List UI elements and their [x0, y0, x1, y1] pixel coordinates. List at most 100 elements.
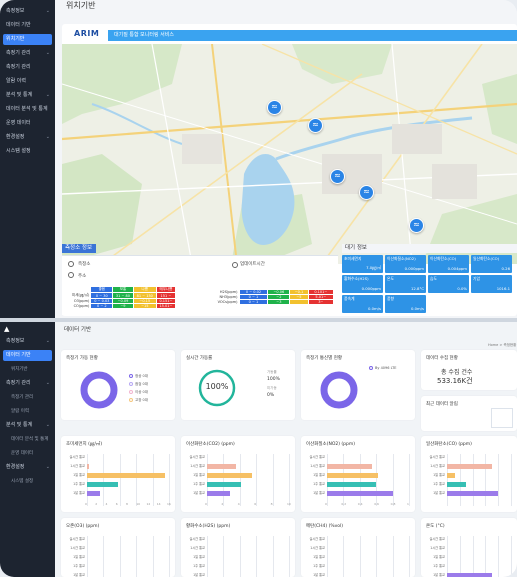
chart-bar[interactable] [447, 463, 492, 469]
map-canvas[interactable] [62, 44, 517, 264]
page-title: 위치기반 [66, 1, 96, 10]
sidebar-item[interactable]: 측정정보 ⌄ [3, 336, 52, 347]
chart-bar[interactable] [207, 490, 230, 496]
axis-tick-label: 14 [156, 502, 161, 506]
collection-heading: 총 수집 건수 [441, 369, 473, 376]
air-metric-box[interactable]: 이산화탄소(CO) 0.004ppm [428, 255, 469, 273]
chart-bar[interactable] [87, 472, 165, 478]
arim-logo[interactable]: ARIM [74, 29, 100, 38]
sidebar-item[interactable]: 시스템 설정 [3, 146, 52, 157]
sidebar-item-label: 알람 이력 [6, 78, 26, 84]
chart-bar[interactable] [207, 463, 236, 469]
gridline [119, 454, 121, 506]
category-label: 1주 통교 [313, 564, 325, 568]
station-marker[interactable]: ≈ [409, 218, 424, 233]
chart-bar[interactable] [447, 481, 467, 487]
gridline [223, 454, 224, 506]
chart-bar[interactable] [447, 572, 492, 577]
gridline [136, 536, 137, 577]
sidebar-item[interactable]: 위치기반 [3, 34, 52, 45]
sidebar-item[interactable]: 환경설정 ⌄ [3, 462, 52, 473]
category-label: 1일 통교 [313, 473, 325, 477]
axis-tick-label: 6 [115, 502, 118, 506]
chart-bar[interactable] [447, 490, 499, 496]
category-label: 실시간 통교 [309, 455, 325, 459]
air-metric-box[interactable]: 황화수소(H2S) 0.000ppm [342, 275, 383, 293]
gridline [511, 454, 512, 506]
chart-bar[interactable] [327, 490, 393, 496]
air-metric-label: 온도 [387, 276, 394, 281]
category-label: 실시간 통교 [429, 455, 445, 459]
chart-bar[interactable] [327, 463, 373, 469]
chart-bar[interactable] [207, 481, 242, 487]
sidebar-item-label: 측정기 관리 [6, 380, 31, 386]
chart-bar[interactable] [447, 472, 455, 478]
sidebar-item[interactable]: 분석 및 통계 ⌄ [3, 420, 52, 431]
gridline [207, 454, 208, 506]
air-metric-box[interactable]: 초미세먼지 7.0㎍/㎥ [342, 255, 383, 273]
air-metric-box[interactable]: 습도 0.0% [428, 275, 469, 293]
category-label: 1일 통교 [193, 473, 205, 477]
station-marker[interactable]: ≈ [330, 169, 345, 184]
panel-title: 측정기 통신별 현황 [306, 356, 342, 361]
sidebar-item[interactable]: 측정기 관리 ⌄ [3, 378, 52, 389]
axis-tick-label: 1 [407, 502, 409, 506]
gridline [498, 536, 499, 577]
station-marker[interactable]: ≈ [359, 185, 374, 200]
sidebar-item[interactable]: 측정기 관리 [3, 62, 52, 73]
air-metric-label: 황화수소(H2S) [344, 276, 369, 281]
air-metric-box[interactable]: 풍속계 0.0m/s [342, 295, 383, 313]
air-metric-box[interactable]: 풍향 0.0m/s [385, 295, 426, 313]
category-label: 1달 통교 [433, 491, 445, 495]
chart-bar[interactable] [327, 472, 378, 478]
sidebar-item-label: 분석 및 통계 [6, 92, 33, 98]
sidebar-item[interactable]: 데이터 기반 [3, 350, 52, 361]
sidebar-item[interactable]: 분석 및 통계 ⌄ [3, 90, 52, 101]
sidebar-item[interactable]: 알람 이력 [3, 76, 52, 87]
breadcrumb[interactable]: Home > 측정현황 [488, 343, 517, 347]
sidebar-item[interactable]: 측정기 관리 ⌄ [3, 48, 52, 59]
sidebar-item[interactable]: 위치기반 [3, 364, 52, 375]
sidebar-item[interactable]: 운영 데이터 [3, 118, 52, 129]
sidebar-item[interactable]: 측정정보 ⌄ [3, 6, 52, 17]
category-label: 1주 통교 [313, 482, 325, 486]
chart-bar[interactable] [87, 463, 90, 469]
chart-panel: 오존(O3) (ppm) 실시간 통교 1시간 통교 1일 통교 1주 통교 1달 통교 [61, 518, 175, 577]
map-view[interactable]: ≈ ≈ ≈ ≈ ≈ [62, 44, 517, 264]
gridline [87, 454, 88, 506]
category-label: 1시간 통교 [430, 546, 445, 550]
chart-bar[interactable] [87, 481, 119, 487]
category-label: 1일 통교 [73, 473, 85, 477]
station-marker[interactable]: ≈ [308, 118, 323, 133]
axis-tick-label: 2 [221, 502, 224, 506]
sidebar-item[interactable]: 알람 이력 [3, 406, 52, 417]
sidebar-item[interactable]: 데이터 분석 및 통계 [3, 434, 52, 445]
air-metric-box[interactable]: 기압 1016.1 [471, 275, 512, 293]
sidebar-item[interactable]: 데이터 분석 및 통계 [3, 104, 52, 115]
sidebar-item[interactable]: 데이터 기반 [3, 20, 52, 31]
air-metric-label: 일산화탄소(CO) [473, 256, 500, 261]
chart-bar[interactable] [87, 490, 101, 496]
sidebar-item[interactable]: 측정기 관리 [3, 392, 52, 403]
chart-title: 일산화탄소(CO) (ppm) [426, 442, 472, 447]
air-metric-box[interactable]: 일산화탄소(CO) 0.26 [471, 255, 512, 273]
sidebar-item[interactable]: 환경설정 ⌄ [3, 132, 52, 143]
category-label: 1일 통교 [193, 555, 205, 559]
category-label: 1달 통교 [193, 491, 205, 495]
air-metric-box[interactable]: 온도 12.8°C [385, 275, 426, 293]
station-marker[interactable]: ≈ [267, 100, 282, 115]
sidebar-item-label: 시스템 설정 [11, 479, 34, 484]
sidebar-item-label: 시스템 설정 [6, 148, 31, 154]
chart-bar[interactable] [327, 481, 377, 487]
sidebar-logo[interactable]: ▲ [4, 325, 10, 333]
gridline [376, 536, 377, 577]
air-metric-box[interactable]: 이산화질소(NO2) 0.000ppm [385, 255, 426, 273]
screen-divider [0, 318, 517, 322]
sidebar-item[interactable]: 운영 데이터 [3, 448, 52, 459]
chart-bar[interactable] [207, 472, 253, 478]
gridline [447, 536, 448, 577]
gridline [409, 536, 410, 577]
axis-tick-label: 0 [325, 502, 327, 506]
category-label: 실시간 통교 [429, 537, 445, 541]
sidebar-item[interactable]: 시스템 설정 [3, 476, 52, 487]
